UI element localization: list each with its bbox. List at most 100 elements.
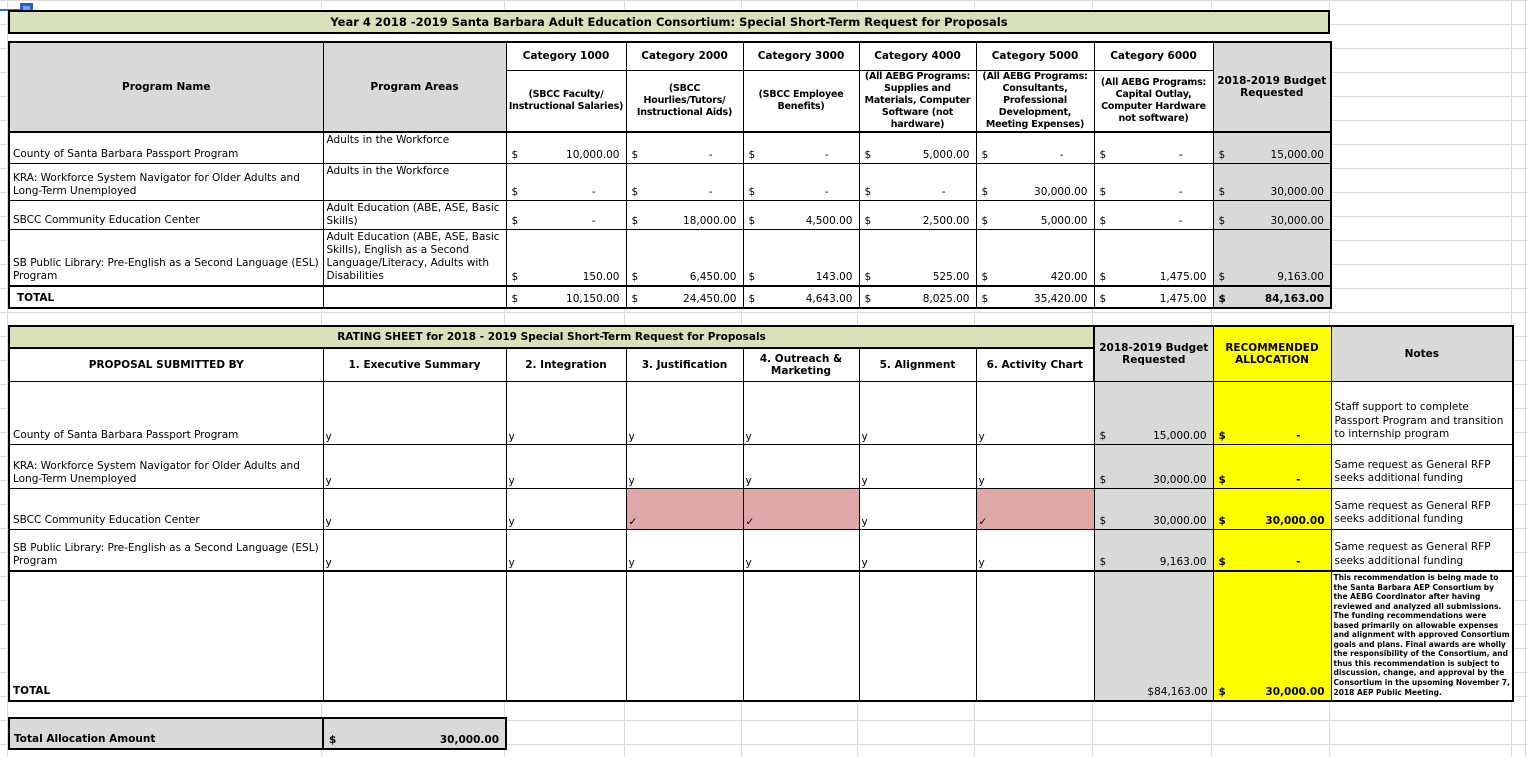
total-allocation-label: Total Allocation Amount (8, 717, 324, 750)
score-cell[interactable]: y (975, 528, 1095, 572)
score-cell[interactable]: y (322, 380, 507, 445)
row-total-cell[interactable]: $9,163.00 (1212, 229, 1332, 286)
empty-cell[interactable] (975, 570, 1095, 702)
amount-cell[interactable]: $ - (742, 163, 860, 201)
recommended-allocation-cell[interactable]: $ - (1212, 380, 1332, 445)
notes-cell[interactable]: Staff support to complete Passport Progr… (1330, 380, 1514, 445)
program-areas-cell[interactable]: Adults in the Workforce (322, 131, 507, 164)
score-cell[interactable]: y (858, 528, 977, 572)
empty-cell[interactable] (322, 570, 507, 702)
recommended-allocation-total-cell[interactable]: $30,000.00 (1212, 570, 1332, 702)
score-cell[interactable]: y (742, 443, 860, 489)
row-total-cell[interactable]: $30,000.00 (1212, 200, 1332, 230)
amount-cell[interactable]: $150.00 (505, 229, 627, 286)
table-row: KRA: Workforce System Navigator for Olde… (8, 163, 1332, 201)
amount-cell[interactable]: $ - (975, 131, 1095, 164)
amount-cell[interactable]: $6,450.00 (625, 229, 744, 286)
score-cell[interactable]: y (625, 380, 744, 445)
amount-cell[interactable]: $ - (625, 163, 744, 201)
amount-cell[interactable]: $ - (858, 163, 977, 201)
score-cell[interactable]: y (505, 528, 627, 572)
amount-cell[interactable]: $143.00 (742, 229, 860, 286)
score-cell[interactable]: y (625, 443, 744, 489)
amount-cell[interactable]: $ - (1093, 163, 1214, 201)
program-areas-cell[interactable]: Adult Education (ABE, ASE, Basic Skills) (322, 200, 507, 230)
amount-cell[interactable]: $10,000.00 (505, 131, 627, 164)
program-areas-cell[interactable]: Adults in the Workforce (322, 163, 507, 201)
total-amount-cell[interactable]: $35,420.00 (975, 284, 1095, 308)
program-name-cell[interactable]: SB Public Library: Pre-English as a Seco… (8, 229, 324, 286)
empty-cell[interactable] (322, 284, 507, 308)
total-amount-cell[interactable]: $24,450.00 (625, 284, 744, 308)
score-cell[interactable]: y (742, 380, 860, 445)
score-cell[interactable]: y (858, 380, 977, 445)
score-cell[interactable]: y (742, 528, 860, 572)
amount-cell[interactable]: $18,000.00 (625, 200, 744, 230)
proposal-name-cell[interactable]: SBCC Community Education Center (8, 487, 324, 530)
empty-cell[interactable] (505, 570, 627, 702)
amount-cell[interactable]: $2,500.00 (858, 200, 977, 230)
recommended-allocation-cell[interactable]: $ - (1212, 528, 1332, 572)
row-total-cell[interactable]: $30,000.00 (1212, 163, 1332, 201)
score-cell-flagged[interactable]: ✓ (975, 487, 1095, 530)
total-allocation-amount-cell[interactable]: $30,000.00 (322, 717, 507, 750)
total-amount-cell[interactable]: $4,643.00 (742, 284, 860, 308)
notes-cell[interactable]: Same request as General RFP seeks additi… (1330, 528, 1514, 572)
amount-cell[interactable]: $ - (505, 200, 627, 230)
amount-cell[interactable]: $ - (1093, 200, 1214, 230)
total-row: TOTAL $84,163.00 $30,000.00 This recomme… (8, 570, 1514, 702)
score-cell[interactable]: y (322, 443, 507, 489)
amount-cell[interactable]: $ - (1093, 131, 1214, 164)
notes-cell[interactable]: Same request as General RFP seeks additi… (1330, 487, 1514, 530)
rating-budget-cell[interactable]: $15,000.00 (1093, 380, 1214, 445)
score-cell[interactable]: y (505, 380, 627, 445)
program-name-cell[interactable]: KRA: Workforce System Navigator for Olde… (8, 163, 324, 201)
score-cell[interactable]: y (975, 380, 1095, 445)
score-cell[interactable]: y (858, 487, 977, 530)
score-cell[interactable]: y (322, 528, 507, 572)
recommended-allocation-cell[interactable]: $ - (1212, 443, 1332, 489)
proposal-name-cell[interactable]: SB Public Library: Pre-English as a Seco… (8, 528, 324, 572)
empty-cell[interactable] (742, 570, 860, 702)
proposal-name-cell[interactable]: KRA: Workforce System Navigator for Olde… (8, 443, 324, 489)
notes-cell[interactable]: Same request as General RFP seeks additi… (1330, 443, 1514, 489)
recommendation-note[interactable]: This recommendation is being made to the… (1330, 570, 1514, 702)
score-cell[interactable]: y (505, 443, 627, 489)
rating-budget-cell[interactable]: $30,000.00 (1093, 487, 1214, 530)
total-amount-cell[interactable]: $10,150.00 (505, 284, 627, 308)
amount-cell[interactable]: $ - (742, 131, 860, 164)
score-cell[interactable]: y (322, 487, 507, 530)
score-cell[interactable]: y (858, 443, 977, 489)
amount-cell[interactable]: $5,000.00 (858, 131, 977, 164)
proposal-name-cell[interactable]: County of Santa Barbara Passport Program (8, 380, 324, 445)
score-cell-flagged[interactable]: ✓ (742, 487, 860, 530)
program-name-cell[interactable]: County of Santa Barbara Passport Program (8, 131, 324, 164)
grand-total-cell[interactable]: $84,163.00 (1212, 284, 1332, 308)
amount-cell[interactable]: $525.00 (858, 229, 977, 286)
empty-cell[interactable] (625, 570, 744, 702)
amount-cell[interactable]: $5,000.00 (975, 200, 1095, 230)
rating-budget-cell[interactable]: $9,163.00 (1093, 528, 1214, 572)
amount-cell[interactable]: $1,475.00 (1093, 229, 1214, 286)
amount-cell[interactable]: $4,500.00 (742, 200, 860, 230)
total-amount-cell[interactable]: $8,025.00 (858, 284, 977, 308)
empty-cell[interactable] (858, 570, 977, 702)
total-amount-cell[interactable]: $1,475.00 (1093, 284, 1214, 308)
rating-budget-cell[interactable]: $30,000.00 (1093, 443, 1214, 489)
amount-cell[interactable]: $ - (625, 131, 744, 164)
score-cell[interactable]: y (505, 487, 627, 530)
amount-cell[interactable]: $30,000.00 (975, 163, 1095, 201)
row-total-cell[interactable]: $15,000.00 (1212, 131, 1332, 164)
score-cell[interactable]: y (975, 443, 1095, 489)
program-areas-cell[interactable]: Adult Education (ABE, ASE, Basic Skills)… (322, 229, 507, 286)
total-allocation-row: Total Allocation Amount $30,000.00 (8, 717, 507, 750)
table-row: County of Santa Barbara Passport Program… (8, 380, 1514, 445)
recommended-allocation-cell[interactable]: $30,000.00 (1212, 487, 1332, 530)
score-cell-flagged[interactable]: ✓ (625, 487, 744, 530)
amount-cell[interactable]: $ - (505, 163, 627, 201)
program-name-cell[interactable]: SBCC Community Education Center (8, 200, 324, 230)
score-cell[interactable]: y (625, 528, 744, 572)
rating-budget-total-cell[interactable]: $84,163.00 (1093, 570, 1214, 702)
category-3000-header: Category 3000 (742, 41, 860, 71)
amount-cell[interactable]: $420.00 (975, 229, 1095, 286)
